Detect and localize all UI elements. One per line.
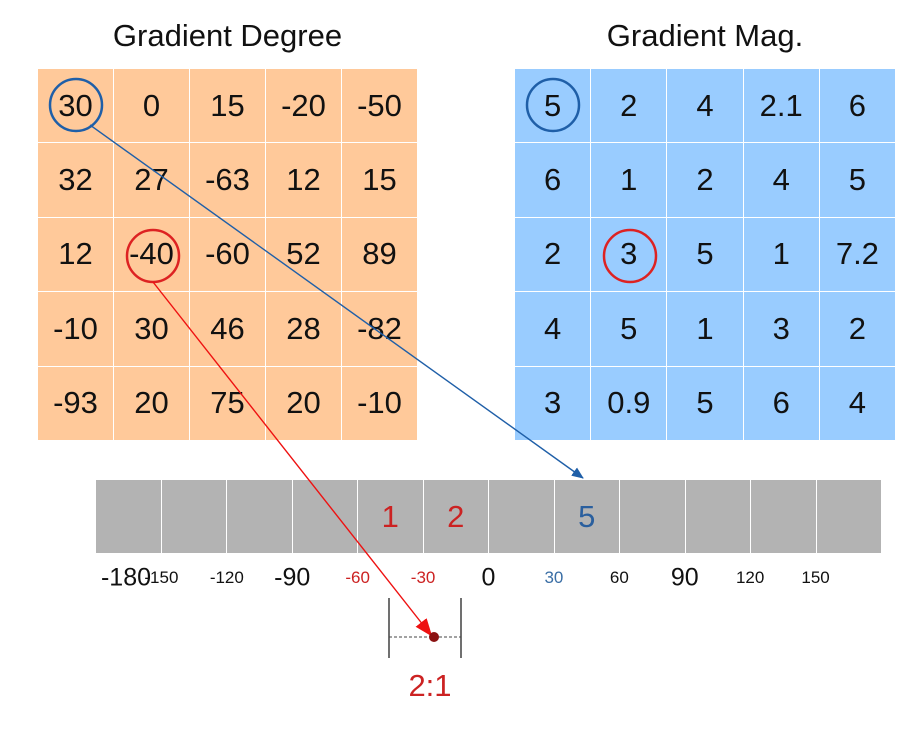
magnitude-highlight-circle-red xyxy=(602,228,658,284)
magnitude-cell: 2 xyxy=(591,69,667,143)
axis-tick-label: 60 xyxy=(609,568,629,587)
magnitude-cell: 5 xyxy=(667,366,743,440)
degree-cell: -93 xyxy=(38,366,113,440)
degree-cell: -20 xyxy=(266,69,341,143)
degree-cell: -50 xyxy=(342,69,417,143)
degree-highlight-circle-blue xyxy=(48,77,104,133)
axis-tick-label: -180 xyxy=(100,563,152,592)
degree-cell: -10 xyxy=(342,366,417,440)
degree-cell: 20 xyxy=(266,366,341,440)
degree-cell: 20 xyxy=(114,366,189,440)
histogram-bin xyxy=(161,480,226,553)
degree-cell: -60 xyxy=(190,217,265,292)
histogram-bin xyxy=(292,480,357,553)
degree-cell: 12 xyxy=(38,217,113,292)
degree-grid: 30 0 15 -20 -50 32 27 -63 12 15 12 -40 -60 52 89 -10 30 4… xyxy=(38,69,417,440)
axis-tick-label: -120 xyxy=(209,568,244,587)
magnitude-cell: 3 xyxy=(515,366,591,440)
degree-cell: 52 xyxy=(266,217,341,292)
interpolation-point xyxy=(429,632,439,642)
magnitude-grid: 5 2 4 2.1 6 6 1 2 4 5 2 3 5 1 7.2 4 5 1 3 2 3 0.9 5 6 4 xyxy=(515,69,895,440)
magnitude-cell: 6 xyxy=(743,366,819,440)
magnitude-cell: 0.9 xyxy=(591,366,667,440)
histogram-bin: 2 xyxy=(423,480,488,553)
degree-cell: -10 xyxy=(38,292,113,366)
degree-cell: 15 xyxy=(342,143,417,217)
axis-tick-label: -60 xyxy=(345,568,370,587)
histogram-bin xyxy=(489,480,554,553)
axis-tick-label: -30 xyxy=(410,568,436,587)
magnitude-cell: 5 xyxy=(667,217,743,292)
magnitude-cell: 3 xyxy=(743,292,819,366)
histogram-bin: 1 xyxy=(358,480,423,553)
magnitude-highlight-circle-blue xyxy=(525,77,581,133)
red-arrow xyxy=(152,281,433,637)
degree-cell: 28 xyxy=(266,292,341,366)
axis-tick-label: 90 xyxy=(670,563,699,592)
magnitude-cell: 2 xyxy=(667,143,743,217)
histogram-bin xyxy=(751,480,816,553)
magnitude-cell: 4 xyxy=(819,366,895,440)
axis-tick-label: -150 xyxy=(144,568,179,587)
degree-cell: 30 xyxy=(114,292,189,366)
axis-tick-label: -90 xyxy=(274,563,311,592)
degree-cell: 32 xyxy=(38,143,113,217)
magnitude-cell: 4 xyxy=(515,292,591,366)
axis-tick-label: 30 xyxy=(544,568,564,587)
histogram-bin xyxy=(227,480,292,553)
histogram-bin xyxy=(620,480,685,553)
degree-cell: 89 xyxy=(342,217,417,292)
magnitude-cell: 5 xyxy=(591,292,667,366)
magnitude-cell: 7.2 xyxy=(819,217,895,292)
magnitude-cell: 1 xyxy=(743,217,819,292)
degree-cell: 15 xyxy=(190,69,265,143)
degree-cell: -82 xyxy=(342,292,417,366)
magnitude-cell: 2.1 xyxy=(743,69,819,143)
degree-cell: 30 xyxy=(38,69,113,143)
degree-cell: -63 xyxy=(190,143,265,217)
degree-highlight-circle-red xyxy=(125,228,181,284)
degree-cell: 46 xyxy=(190,292,265,366)
axis-tick-label: 0 xyxy=(481,563,496,592)
histogram-bin xyxy=(816,480,881,553)
magnitude-cell: 2 xyxy=(515,217,591,292)
degree-cell: 27 xyxy=(114,143,189,217)
magnitude-grid-title: Gradient Mag. xyxy=(606,18,804,53)
magnitude-cell: 2 xyxy=(819,292,895,366)
axis-tick-label: 120 xyxy=(735,568,765,587)
degree-cell: 75 xyxy=(190,366,265,440)
blue-arrow xyxy=(89,124,584,479)
histogram-bin: 5 xyxy=(554,480,619,553)
magnitude-cell: 5 xyxy=(819,143,895,217)
degree-grid-title: Gradient Degree xyxy=(112,18,343,53)
magnitude-cell: 1 xyxy=(591,143,667,217)
axis-tick-label: 150 xyxy=(801,568,830,587)
histogram-bin xyxy=(96,480,161,553)
magnitude-cell: 6 xyxy=(515,143,591,217)
degree-cell: 0 xyxy=(114,69,189,143)
magnitude-cell: 1 xyxy=(667,292,743,366)
magnitude-cell: 4 xyxy=(667,69,743,143)
degree-cell: 12 xyxy=(266,143,341,217)
magnitude-cell: 4 xyxy=(743,143,819,217)
histogram-bin xyxy=(685,480,750,553)
ratio-label: 2:1 xyxy=(408,668,452,703)
magnitude-cell: 6 xyxy=(819,69,895,143)
